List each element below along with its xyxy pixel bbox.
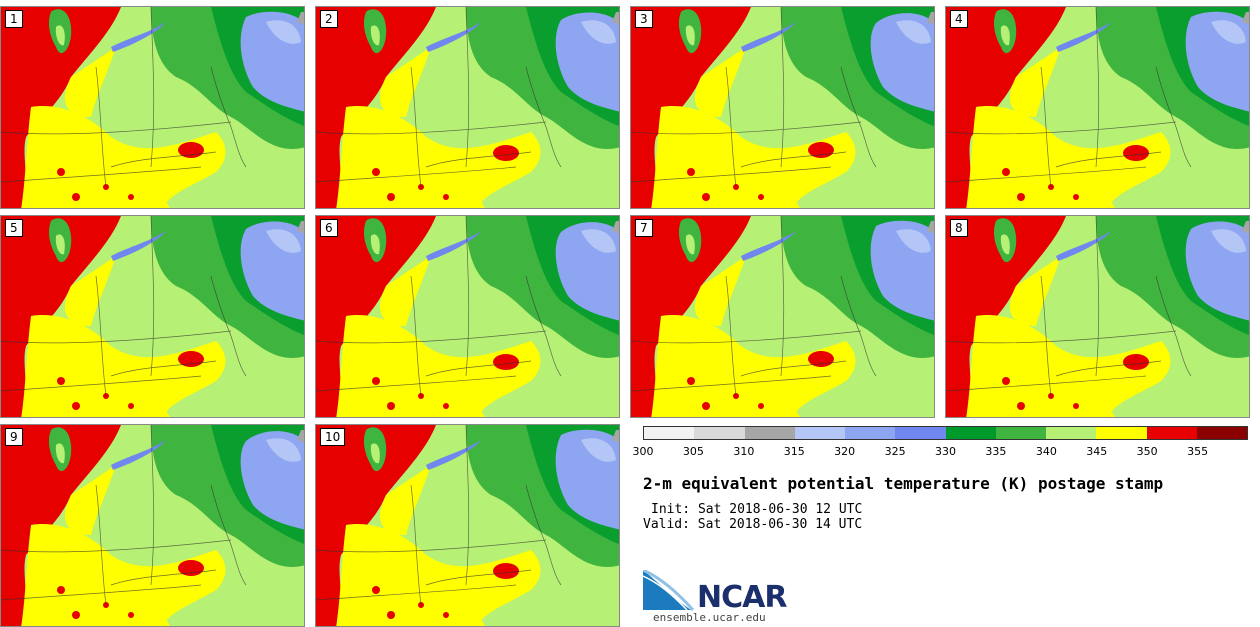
logo-text: NCAR [697, 580, 787, 615]
init-time: Init: Sat 2018-06-30 12 UTC [651, 502, 863, 517]
color-swatch [1046, 427, 1097, 439]
map-panel: 2 [315, 6, 620, 209]
color-swatch [744, 427, 795, 439]
map-panel: 8 [945, 215, 1250, 418]
ncar-logo-icon [643, 570, 695, 611]
panel-number: 1 [5, 10, 23, 28]
tick-label: 300 [632, 445, 654, 458]
color-swatch [644, 427, 695, 439]
tick-label: 310 [733, 445, 755, 458]
color-swatch [694, 427, 745, 439]
tick-label: 325 [884, 445, 906, 458]
tick-label: 355 [1187, 445, 1209, 458]
panel-number: 10 [320, 428, 346, 446]
tick-label: 335 [985, 445, 1007, 458]
tick-label: 350 [1136, 445, 1158, 458]
color-swatch [995, 427, 1046, 439]
map-panel: 5 [0, 215, 305, 418]
panel-number: 5 [5, 219, 23, 237]
color-swatch [895, 427, 946, 439]
map-panel: 4 [945, 6, 1250, 209]
map-panel: 6 [315, 215, 620, 418]
tick-label: 345 [1086, 445, 1108, 458]
panel-number: 9 [5, 428, 23, 446]
color-scale-ticks: 300 305 310 315 320 325 330 335 340 345 350 355 [633, 445, 1248, 459]
valid-time: Valid: Sat 2018-06-30 14 UTC [643, 517, 863, 532]
panel-number: 8 [950, 219, 968, 237]
panel-number: 4 [950, 10, 968, 28]
panel-number: 6 [320, 219, 338, 237]
color-swatch [845, 427, 896, 439]
color-swatch [945, 427, 996, 439]
figure-title: 2-m equivalent potential temperature (K)… [643, 474, 1164, 493]
color-swatch [1146, 427, 1197, 439]
panel-number: 3 [635, 10, 653, 28]
color-swatch [1196, 427, 1247, 439]
map-panel: 1 [0, 6, 305, 209]
panel-number: 7 [635, 219, 653, 237]
map-panel: 7 [630, 215, 935, 418]
color-scale-bar [643, 426, 1248, 440]
map-panel: 10 [315, 424, 620, 627]
tick-label: 315 [783, 445, 805, 458]
panel-number: 2 [320, 10, 338, 28]
color-swatch [794, 427, 845, 439]
tick-label: 305 [682, 445, 704, 458]
tick-label: 340 [1035, 445, 1057, 458]
map-panel: 3 [630, 6, 935, 209]
map-panel: 9 [0, 424, 305, 627]
tick-label: 320 [834, 445, 856, 458]
color-swatch [1096, 427, 1147, 439]
site-url[interactable]: ensemble.ucar.edu [653, 611, 766, 624]
tick-label: 330 [935, 445, 956, 458]
